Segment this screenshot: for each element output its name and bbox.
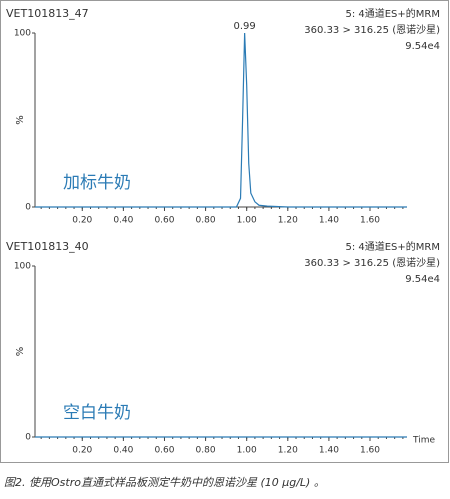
header-line: 9.54e4 [405,41,440,52]
x-tick-label: 0.80 [196,216,216,226]
x-tick-label: 0.80 [196,446,216,456]
x-tick-label: 0.20 [72,446,92,456]
x-tick-label: 1.20 [278,216,298,226]
peak-label: 0.99 [234,21,256,32]
y-tick-label: 0 [25,433,31,443]
header-line: 5: 4通道ES+的MRM [345,7,440,20]
panel-title: VET101813_40 [6,240,89,253]
annotation: 空白牛奶 [63,403,131,423]
annotation: 加标牛奶 [63,173,131,193]
panel-title: VET101813_47 [6,7,89,20]
frame [0,0,449,463]
x-tick-label: 1.40 [319,216,339,226]
header-line: 360.33 > 316.25 (恩诺沙星) [304,257,440,269]
y-label: % [15,347,26,357]
header-line: 5: 4通道ES+的MRM [345,240,440,253]
x-tick-label: 0.60 [154,446,174,456]
x-tick-label: 1.60 [360,216,380,226]
y-tick-label: 100 [14,262,31,272]
x-tick-label: 1.60 [360,446,380,456]
y-tick-label: 0 [25,203,31,213]
header-line: 9.54e4 [405,274,440,285]
x-label: Time [412,436,435,446]
x-tick-label: 0.20 [72,216,92,226]
y-label: % [15,115,26,125]
x-tick-label: 1.20 [278,446,298,456]
x-tick-label: 0.40 [113,446,133,456]
series-line [35,32,407,208]
x-tick-label: 0.40 [113,216,133,226]
x-tick-label: 1.40 [319,446,339,456]
x-tick-label: 1.00 [237,446,257,456]
caption: 图2. 使用Ostro直通式样品板测定牛奶中的恩诺沙星 (10 µg/L) 。 [4,476,325,489]
x-tick-label: 1.00 [237,216,257,226]
y-tick-label: 100 [14,29,31,39]
header-line: 360.33 > 316.25 (恩诺沙星) [304,24,440,36]
x-tick-label: 0.60 [154,216,174,226]
